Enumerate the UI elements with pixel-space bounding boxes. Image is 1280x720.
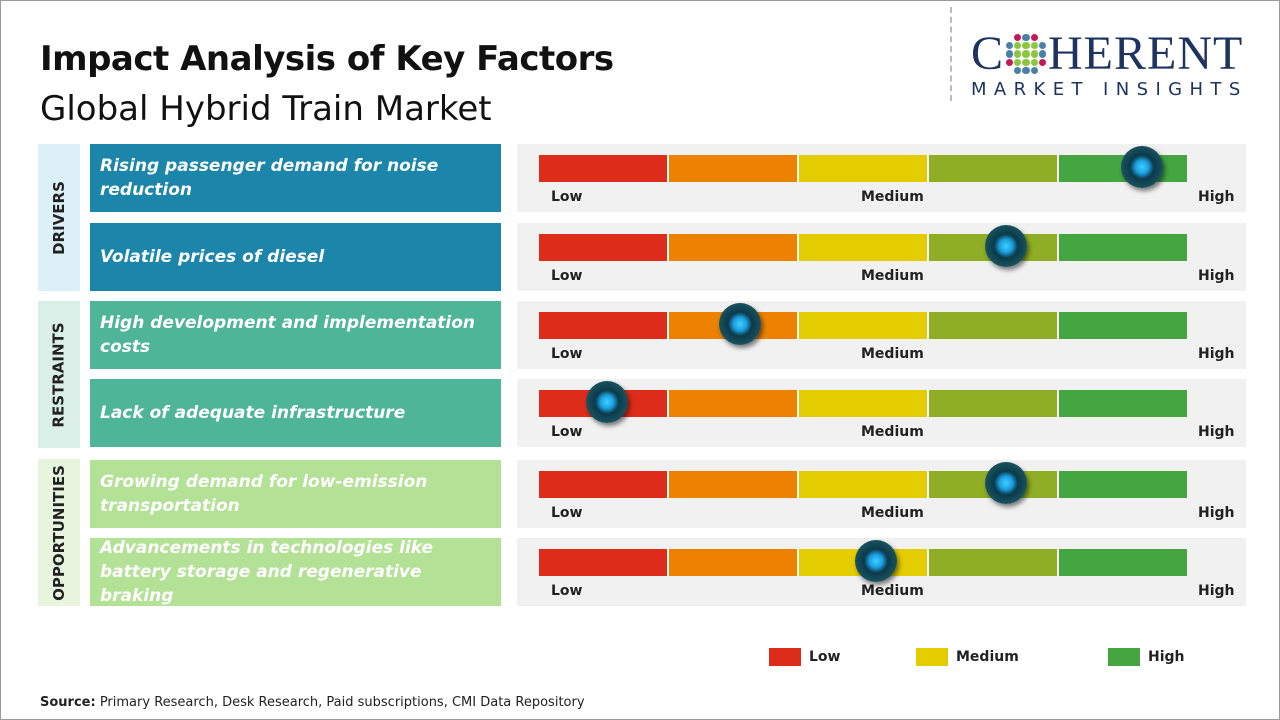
impact-indicator-knob bbox=[718, 303, 761, 345]
impact-indicator-knob bbox=[586, 381, 629, 423]
factor-label: Volatile prices of diesel bbox=[90, 223, 501, 291]
scale-label-high: High bbox=[1198, 189, 1235, 205]
scale-label-low: Low bbox=[551, 268, 583, 284]
impact-scale-bar bbox=[539, 234, 1187, 261]
scale-segment bbox=[669, 549, 799, 576]
source-note: Source: Primary Research, Desk Research,… bbox=[40, 695, 585, 710]
scale-segment bbox=[669, 155, 799, 182]
legend-low: Low bbox=[769, 648, 840, 666]
category-restraints: RESTRAINTS bbox=[38, 301, 80, 448]
scale-segment bbox=[539, 549, 669, 576]
scale-segment bbox=[1059, 549, 1187, 576]
scale-segment bbox=[539, 312, 669, 339]
factor-label: Growing demand for low-emission transpor… bbox=[90, 460, 501, 528]
impact-indicator-knob bbox=[984, 462, 1027, 504]
scale-segment bbox=[539, 155, 669, 182]
scale-label-medium: Medium bbox=[861, 268, 924, 284]
scale-label-low: Low bbox=[551, 424, 583, 440]
factor-label: Rising passenger demand for noise reduct… bbox=[90, 144, 501, 212]
impact-gauge: Low Medium High bbox=[517, 538, 1246, 606]
scale-label-low: Low bbox=[551, 346, 583, 362]
scale-segment bbox=[799, 312, 929, 339]
scale-segment bbox=[1059, 471, 1187, 498]
scale-segment bbox=[799, 155, 929, 182]
scale-segment bbox=[929, 390, 1059, 417]
impact-gauge: Low Medium High bbox=[517, 144, 1246, 212]
legend-medium: Medium bbox=[916, 648, 1019, 666]
scale-label-medium: Medium bbox=[861, 189, 924, 205]
scale-segment bbox=[669, 471, 799, 498]
scale-label-high: High bbox=[1198, 583, 1235, 599]
impact-gauge: Low Medium High bbox=[517, 223, 1246, 291]
impact-scale-bar bbox=[539, 390, 1187, 417]
scale-segment bbox=[929, 312, 1059, 339]
globe-icon bbox=[1006, 34, 1046, 74]
scale-label-low: Low bbox=[551, 189, 583, 205]
scale-segment bbox=[539, 234, 669, 261]
scale-segment bbox=[669, 234, 799, 261]
factor-label: High development and implementation cost… bbox=[90, 301, 501, 369]
scale-segment bbox=[929, 155, 1059, 182]
scale-label-medium: Medium bbox=[861, 346, 924, 362]
page-title: Impact Analysis of Key Factors bbox=[40, 39, 614, 79]
scale-segment bbox=[799, 390, 929, 417]
factor-label: Advancements in technologies like batter… bbox=[90, 538, 501, 606]
page-subtitle: Global Hybrid Train Market bbox=[40, 89, 492, 129]
scale-segment bbox=[539, 471, 669, 498]
impact-scale-bar bbox=[539, 155, 1187, 182]
scale-segment bbox=[799, 471, 929, 498]
scale-segment bbox=[1059, 390, 1187, 417]
scale-segment bbox=[1059, 234, 1187, 261]
factor-label: Lack of adequate infrastructure bbox=[90, 379, 501, 447]
impact-indicator-knob bbox=[1120, 146, 1163, 188]
impact-gauge: Low Medium High bbox=[517, 460, 1246, 528]
scale-label-low: Low bbox=[551, 583, 583, 599]
scale-label-high: High bbox=[1198, 424, 1235, 440]
impact-gauge: Low Medium High bbox=[517, 379, 1246, 447]
scale-label-high: High bbox=[1198, 346, 1235, 362]
scale-label-high: High bbox=[1198, 505, 1235, 521]
scale-label-low: Low bbox=[551, 505, 583, 521]
category-drivers: DRIVERS bbox=[38, 144, 80, 291]
scale-label-medium: Medium bbox=[861, 505, 924, 521]
impact-scale-bar bbox=[539, 312, 1187, 339]
category-opportunities: OPPORTUNITIES bbox=[38, 459, 80, 606]
scale-label-high: High bbox=[1198, 268, 1235, 284]
scale-segment bbox=[929, 549, 1059, 576]
scale-segment bbox=[799, 234, 929, 261]
impact-scale-bar bbox=[539, 471, 1187, 498]
divider bbox=[950, 7, 952, 101]
scale-segment bbox=[1059, 312, 1187, 339]
impact-indicator-knob bbox=[984, 225, 1027, 267]
company-logo: C HERENT MARKET INSIGHTS bbox=[971, 27, 1248, 101]
impact-gauge: Low Medium High bbox=[517, 301, 1246, 369]
scale-label-medium: Medium bbox=[861, 424, 924, 440]
scale-segment bbox=[669, 390, 799, 417]
legend-high: High bbox=[1108, 648, 1185, 666]
scale-label-medium: Medium bbox=[861, 583, 924, 599]
impact-indicator-knob bbox=[854, 540, 897, 582]
